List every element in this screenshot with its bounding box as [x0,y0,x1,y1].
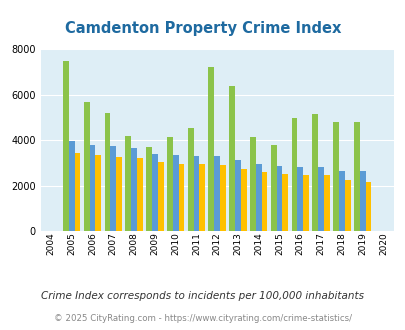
Text: Crime Index corresponds to incidents per 100,000 inhabitants: Crime Index corresponds to incidents per… [41,291,364,301]
Bar [90,145,95,231]
Text: © 2025 CityRating.com - https://www.cityrating.com/crime-statistics/: © 2025 CityRating.com - https://www.city… [54,314,351,323]
Bar [166,137,172,231]
Bar [338,171,344,231]
Bar [187,128,193,231]
Bar [359,171,364,231]
Bar [104,113,110,231]
Bar [178,164,184,231]
Bar [255,164,261,231]
Bar [199,164,205,231]
Bar [282,174,288,231]
Bar [193,156,199,231]
Bar [131,148,136,231]
Bar [63,61,69,231]
Bar [364,182,371,231]
Bar [297,167,303,231]
Bar [125,136,131,231]
Bar [270,145,276,231]
Bar [172,155,178,231]
Bar [291,117,297,231]
Bar [323,176,329,231]
Bar [261,172,267,231]
Bar [303,176,308,231]
Bar [110,146,116,231]
Bar [158,162,163,231]
Bar [249,137,255,231]
Bar [214,156,220,231]
Bar [146,147,151,231]
Bar [276,166,282,231]
Bar [234,159,240,231]
Bar [353,122,359,231]
Bar [69,141,75,231]
Text: Camdenton Property Crime Index: Camdenton Property Crime Index [65,21,340,36]
Bar [75,153,80,231]
Bar [208,67,214,231]
Bar [151,154,158,231]
Bar [220,165,225,231]
Bar [311,114,318,231]
Bar [116,157,122,231]
Bar [333,122,338,231]
Bar [83,102,90,231]
Bar [318,167,323,231]
Bar [136,158,143,231]
Bar [240,169,246,231]
Bar [344,180,350,231]
Bar [95,155,101,231]
Bar [229,86,234,231]
